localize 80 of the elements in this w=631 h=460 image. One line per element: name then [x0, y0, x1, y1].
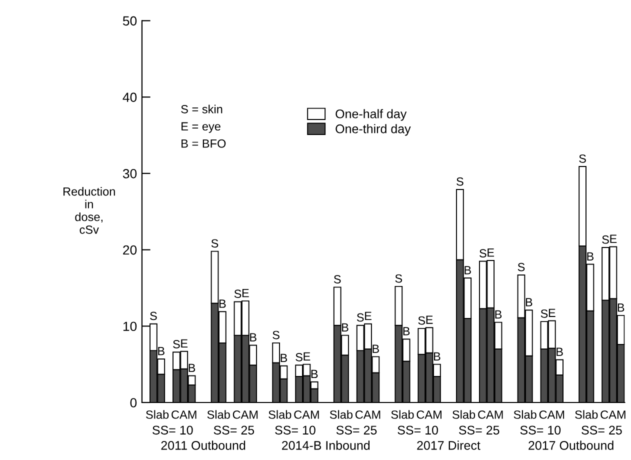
data-label: B [250, 333, 256, 342]
y-tick-label: 50 [122, 16, 137, 26]
data-label: B [434, 352, 440, 360]
data-label: E [304, 352, 310, 360]
text: Slab [330, 410, 353, 419]
data-label: S [211, 239, 218, 248]
text: Slab [452, 410, 476, 419]
text: 2017 Outbound [528, 440, 614, 450]
legend-label: One-half day [336, 109, 407, 121]
data-label: E [242, 288, 249, 298]
data-label: B [618, 303, 624, 312]
text: CAM [172, 410, 196, 419]
data-label: S [234, 290, 242, 298]
y-tick-label: 20 [123, 245, 137, 255]
data-label: E [181, 339, 188, 348]
text: Slab [514, 410, 536, 419]
data-label: B [158, 347, 164, 356]
data-label: S [356, 313, 364, 322]
data-label: S [518, 262, 525, 272]
data-label: S [334, 275, 341, 284]
text: SS= 10 [152, 426, 193, 435]
data-label: B [372, 344, 379, 353]
data-label: B [311, 370, 318, 378]
text: CAM [600, 410, 626, 419]
annotation: S = skin [181, 104, 222, 114]
data-label: E [610, 234, 617, 243]
text: Slab [207, 410, 230, 419]
text: 2011 Outbound [161, 440, 246, 450]
data-label: S [272, 330, 280, 340]
text: Slab [268, 410, 292, 419]
data-label: E [365, 312, 372, 320]
annotation: E = eye [182, 122, 220, 133]
data-label: B [280, 354, 288, 362]
data-label: B [495, 310, 502, 318]
data-label: B [219, 300, 226, 308]
data-label: B [188, 364, 196, 372]
data-label: B [526, 298, 532, 306]
data-label: S [296, 353, 302, 362]
data-label: S [418, 316, 426, 325]
text: SS= 25 [582, 426, 622, 435]
y-tick-label: 30 [122, 168, 137, 178]
text: SS= 10 [275, 426, 316, 435]
data-label: S [456, 177, 464, 186]
data-label: S [579, 154, 586, 163]
data-label: S [395, 274, 402, 283]
text: SS= 25 [459, 426, 500, 435]
text: Slab [575, 410, 598, 419]
y-tick-label: 0 [130, 398, 137, 408]
text: 2014-B Inbound [282, 440, 370, 450]
y-tick-label: 10 [123, 322, 137, 332]
text: CAM [294, 410, 319, 419]
data-label: E [488, 248, 494, 257]
data-label: S [602, 235, 609, 244]
text: SS= 10 [398, 426, 438, 435]
data-label: B [403, 327, 410, 336]
data-label: E [548, 308, 556, 317]
text: Slab [391, 410, 414, 419]
text: CAM [355, 410, 380, 419]
data-label: B [587, 252, 594, 260]
text: CAM [232, 410, 258, 419]
text: CAM [478, 410, 503, 419]
data-label: B [556, 348, 563, 356]
text: SS= 25 [336, 426, 377, 435]
data-label: S [480, 249, 486, 258]
y-axis-title: Reduction in dose, cSv [63, 187, 115, 234]
text: SS= 10 [520, 426, 561, 435]
text: CAM [416, 410, 442, 419]
data-label: S [540, 309, 548, 318]
text: CAM [539, 410, 564, 419]
legend-label: One-third day [336, 124, 411, 136]
annotation: B = BFO [182, 139, 226, 148]
data-label: E [426, 316, 433, 324]
data-label: S [150, 312, 157, 320]
y-tick-label: 40 [122, 92, 137, 102]
data-label: B [464, 266, 471, 274]
data-label: B [342, 323, 348, 332]
text: 2017 Direct [417, 440, 480, 450]
text: Slab [146, 410, 169, 419]
data-label: S [173, 340, 180, 348]
text: SS= 25 [214, 426, 254, 435]
